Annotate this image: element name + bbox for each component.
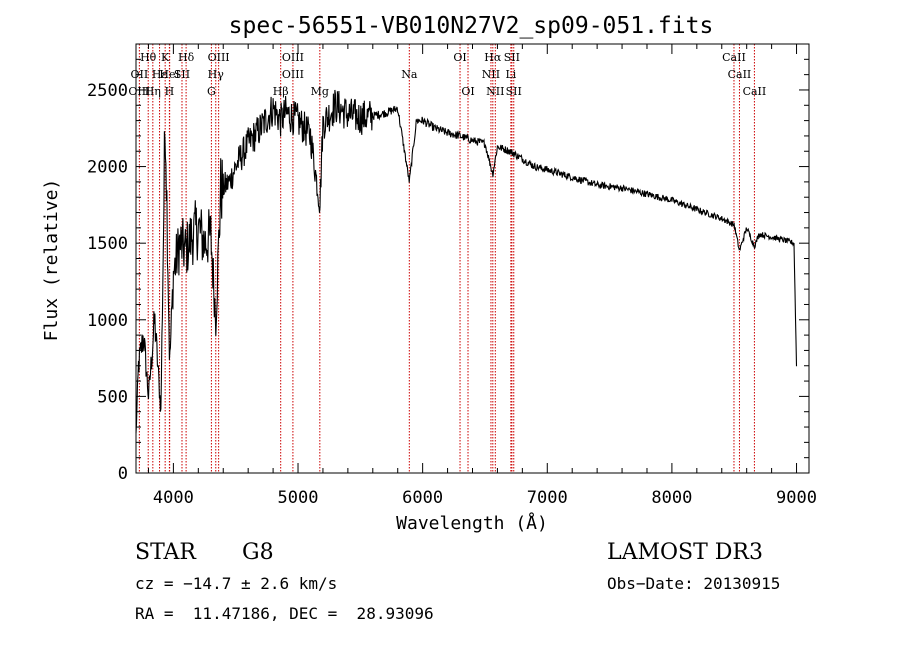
survey-name: LAMOST DR3 bbox=[607, 540, 763, 565]
x-axis-label: Wavelength (Å) bbox=[396, 512, 548, 534]
plot-frame bbox=[135, 43, 810, 474]
line-label: Hα bbox=[484, 51, 502, 64]
redshift-cz: cz = −14.7 ± 2.6 km/s bbox=[135, 574, 338, 593]
y-axis: 0 500 1000 1500 2000 2500 bbox=[87, 58, 809, 484]
line-label: OIII bbox=[128, 85, 150, 98]
line-label: H bbox=[165, 85, 175, 98]
x-axis: 4000 5000 6000 7000 8000 9000 bbox=[147, 44, 817, 508]
x-tick-label: 7000 bbox=[527, 488, 568, 508]
x-tick-label: 5000 bbox=[278, 488, 319, 508]
line-label: Hδ bbox=[178, 51, 195, 64]
y-tick-label: 1000 bbox=[87, 311, 128, 331]
x-tick-label: 4000 bbox=[153, 488, 194, 508]
line-label: OIII bbox=[282, 68, 304, 81]
y-axis-label: Flux (relative) bbox=[41, 179, 62, 342]
line-label: SII bbox=[504, 51, 520, 64]
x-tick-label: 6000 bbox=[402, 488, 443, 508]
y-tick-label: 1500 bbox=[87, 234, 128, 254]
line-label: OIII bbox=[282, 51, 304, 64]
line-label: CaII bbox=[743, 85, 767, 98]
line-label: Hθ bbox=[140, 51, 157, 64]
line-label: Mg bbox=[311, 85, 329, 98]
line-label: OIII bbox=[208, 51, 230, 64]
object-type: STAR bbox=[135, 540, 196, 565]
line-label: Hγ bbox=[208, 68, 225, 81]
y-tick-label: 2500 bbox=[87, 81, 128, 101]
line-label: NII bbox=[482, 68, 500, 81]
line-label: SII bbox=[506, 85, 522, 98]
line-label: G bbox=[207, 85, 216, 98]
line-label: Na bbox=[401, 68, 418, 81]
coordinates: RA = 11.47186, DEC = 28.93096 bbox=[135, 604, 434, 623]
line-label: Hβ bbox=[273, 85, 289, 98]
x-tick-label: 8000 bbox=[651, 488, 692, 508]
x-tick-label: 9000 bbox=[776, 488, 817, 508]
line-label: CaII bbox=[728, 68, 752, 81]
spectrum-line bbox=[135, 89, 798, 434]
line-label: HeI bbox=[159, 68, 179, 81]
y-tick-label: 2000 bbox=[87, 158, 128, 178]
line-label: CaII bbox=[722, 51, 746, 64]
y-tick-label: 0 bbox=[118, 464, 128, 484]
line-label: Hε bbox=[152, 68, 168, 81]
obs-date: Obs−Date: 20130915 bbox=[607, 574, 781, 593]
line-label: Li bbox=[505, 68, 516, 81]
line-label: Hη bbox=[145, 85, 161, 98]
subclass: G8 bbox=[242, 540, 274, 565]
line-label: OI bbox=[461, 85, 474, 98]
line-markers bbox=[138, 44, 755, 473]
y-tick-label: 500 bbox=[97, 387, 128, 407]
line-label: OI bbox=[453, 51, 466, 64]
chart-title: spec-56551-VB010N27V2_sp09-051.fits bbox=[229, 13, 714, 39]
line-label: SII bbox=[174, 68, 190, 81]
line-label: K bbox=[161, 51, 170, 64]
line-label: NII bbox=[486, 85, 504, 98]
